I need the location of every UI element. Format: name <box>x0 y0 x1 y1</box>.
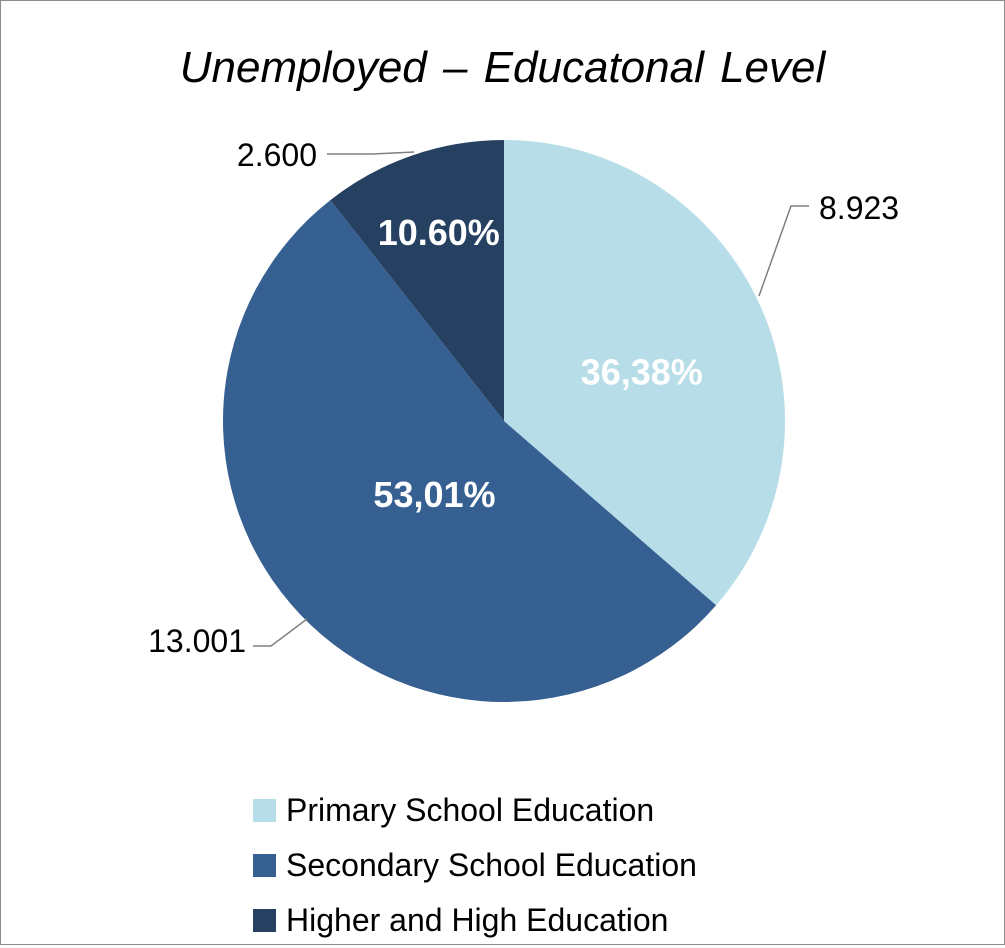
percent-label-primary: 36,38% <box>581 352 703 393</box>
leader-line-higher <box>327 151 415 155</box>
legend-swatch-primary <box>253 799 276 822</box>
legend-swatch-secondary <box>253 854 276 877</box>
pie-slice-secondary <box>223 200 717 702</box>
value-label-secondary: 13.001 <box>148 623 246 659</box>
value-label-higher: 2.600 <box>237 137 317 173</box>
pie-slice-higher <box>330 140 504 421</box>
percent-label-secondary: 53,01% <box>373 474 495 515</box>
legend-item-secondary: Secondary School Education <box>253 838 697 893</box>
leader-line-secondary <box>253 618 308 647</box>
value-label-primary: 8.923 <box>819 190 899 226</box>
legend-label-primary: Primary School Education <box>286 792 655 828</box>
pie-slice-primary <box>504 140 786 606</box>
chart-title: Unemployed – Educatonal Level <box>179 43 826 92</box>
legend-label-higher: Higher and High Education <box>286 902 669 938</box>
legend-item-higher: Higher and High Education <box>253 893 697 948</box>
leader-line-primary <box>758 205 809 297</box>
pie-labels: 36,38% 8.923 53,01% 13.001 10.60% 2.600 <box>148 137 899 659</box>
leader-lines <box>253 151 809 647</box>
legend-label-secondary: Secondary School Education <box>286 847 697 883</box>
legend-item-primary: Primary School Education <box>253 783 697 838</box>
legend: Primary School Education Secondary Schoo… <box>253 783 697 948</box>
legend-swatch-higher <box>253 909 276 932</box>
pie-slices <box>223 140 786 702</box>
percent-label-higher: 10.60% <box>378 212 500 253</box>
